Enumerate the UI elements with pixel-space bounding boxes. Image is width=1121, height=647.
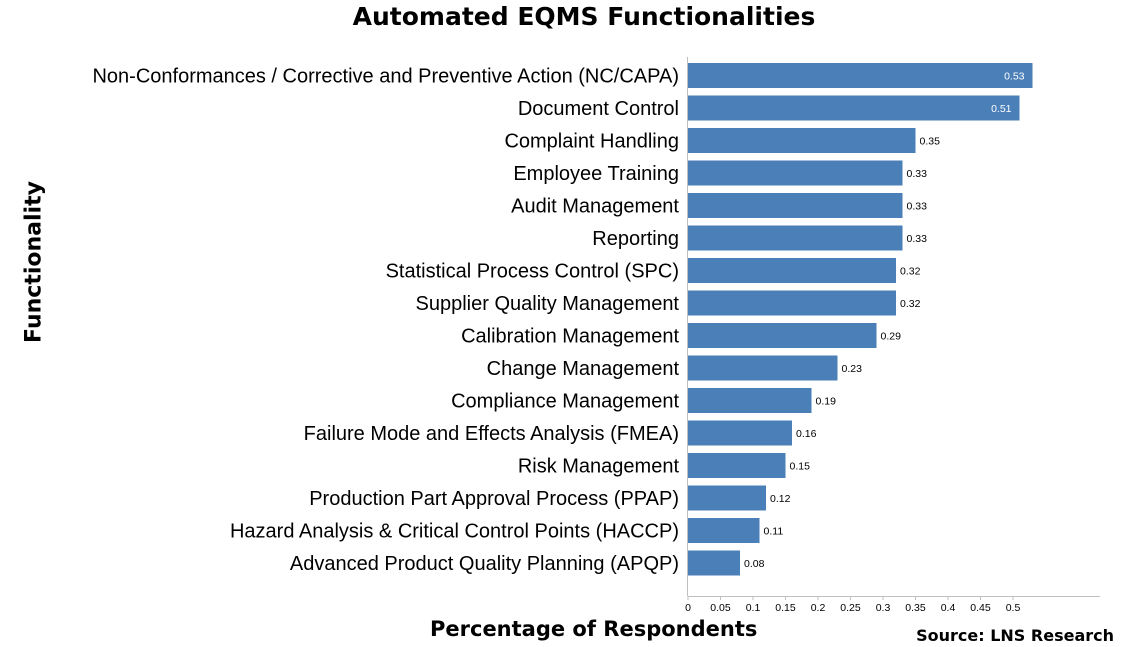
category-label: Document Control bbox=[518, 98, 679, 120]
x-tick-label: 0.4 bbox=[941, 602, 956, 614]
bar bbox=[688, 453, 786, 478]
x-tick-label: 0.3 bbox=[876, 602, 891, 614]
x-tick-label: 0.5 bbox=[1006, 602, 1021, 614]
bar bbox=[688, 290, 896, 316]
data-label: 0.32 bbox=[900, 266, 921, 278]
category-label: Hazard Analysis & Critical Control Point… bbox=[230, 521, 679, 543]
data-label: 0.23 bbox=[842, 363, 863, 375]
data-label: 0.51 bbox=[991, 103, 1012, 115]
category-label: Calibration Management bbox=[461, 326, 679, 348]
bar bbox=[688, 485, 766, 511]
data-label: 0.11 bbox=[764, 526, 784, 538]
bar bbox=[688, 63, 1033, 88]
data-label: 0.16 bbox=[796, 428, 817, 440]
category-label: Risk Management bbox=[518, 456, 680, 478]
x-tick-label: 0.05 bbox=[710, 602, 731, 614]
data-label: 0.33 bbox=[907, 201, 928, 213]
data-label: 0.12 bbox=[770, 493, 791, 505]
bar bbox=[688, 193, 903, 218]
category-label: Statistical Process Control (SPC) bbox=[386, 261, 679, 283]
category-label: Compliance Management bbox=[451, 391, 679, 413]
x-tick-label: 0.35 bbox=[905, 602, 926, 614]
category-label: Supplier Quality Management bbox=[416, 293, 680, 315]
category-label: Audit Management bbox=[511, 196, 679, 218]
bar bbox=[688, 388, 812, 413]
category-label: Complaint Handling bbox=[504, 131, 679, 153]
category-label: Advanced Product Quality Planning (APQP) bbox=[290, 553, 679, 575]
data-label: 0.33 bbox=[907, 168, 928, 180]
x-tick-label: 0 bbox=[685, 602, 691, 614]
category-label: Employee Training bbox=[513, 163, 679, 185]
data-label: 0.15 bbox=[790, 461, 811, 473]
bar bbox=[688, 323, 877, 348]
bar bbox=[688, 355, 838, 381]
data-label: 0.33 bbox=[907, 233, 928, 245]
x-tick-label: 0.25 bbox=[840, 602, 861, 614]
bar bbox=[688, 518, 760, 543]
bar bbox=[688, 550, 740, 576]
data-label: 0.29 bbox=[881, 331, 902, 343]
bar bbox=[688, 225, 903, 251]
category-label: Failure Mode and Effects Analysis (FMEA) bbox=[304, 423, 679, 445]
bar bbox=[688, 258, 896, 283]
data-label: 0.35 bbox=[920, 136, 941, 148]
bar bbox=[688, 420, 792, 446]
data-label: 0.32 bbox=[900, 298, 921, 310]
bar bbox=[688, 128, 916, 153]
x-tick-label: 0.15 bbox=[775, 602, 796, 614]
source-note: Source: LNS Research bbox=[916, 626, 1114, 645]
x-tick-label: 0.45 bbox=[970, 602, 991, 614]
data-label: 0.53 bbox=[1004, 71, 1025, 83]
bar bbox=[688, 95, 1020, 121]
category-label: Non-Conformances / Corrective and Preven… bbox=[92, 66, 679, 88]
category-label: Change Management bbox=[487, 358, 680, 380]
data-label: 0.08 bbox=[744, 558, 765, 570]
category-label: Production Part Approval Process (PPAP) bbox=[309, 488, 679, 510]
x-tick-label: 0.2 bbox=[811, 602, 826, 614]
bar bbox=[688, 160, 903, 186]
x-axis-label: Percentage of Respondents bbox=[430, 617, 758, 641]
category-label: Reporting bbox=[592, 228, 679, 250]
data-label: 0.19 bbox=[816, 396, 837, 408]
x-tick-label: 0.1 bbox=[746, 602, 761, 614]
chart-title: Automated EQMS Functionalities bbox=[352, 2, 816, 31]
